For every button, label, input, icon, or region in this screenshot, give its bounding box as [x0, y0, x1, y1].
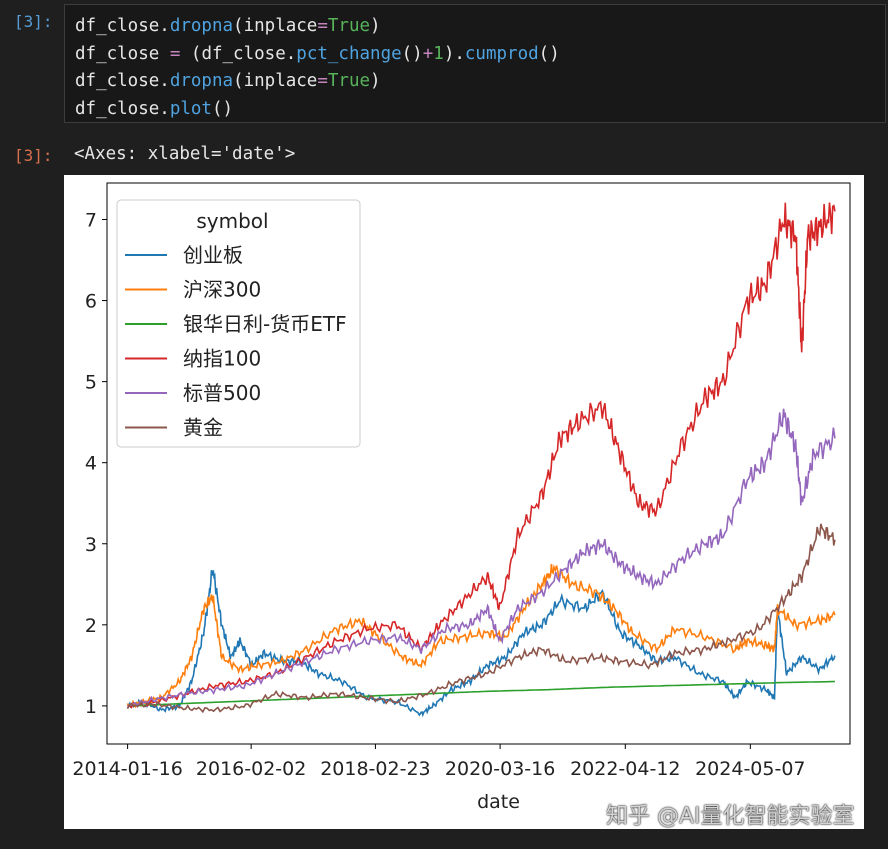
legend-title: symbol [196, 209, 268, 233]
x-tick-label: 2024-05-07 [695, 758, 805, 780]
input-prompt: [3]: [14, 12, 53, 31]
code-token: ) [370, 16, 381, 36]
code-token: = [317, 16, 328, 36]
y-tick-label: 2 [85, 615, 97, 637]
code-token: ). [443, 43, 465, 64]
code-token: df_close [75, 43, 170, 64]
series-line [126, 523, 836, 714]
watermark: 知乎 @AI量化智能实验室 [606, 804, 855, 829]
code-token: plot [169, 98, 212, 119]
code-token: = [169, 43, 181, 64]
line-chart: 1 2 3 4 5 6 7 2014-01-16 2016-02-02 2018-02-23 202… [72, 182, 851, 813]
y-tick-label: 1 [85, 696, 97, 718]
code-token: dropna [169, 16, 234, 36]
axes-frame [106, 182, 851, 745]
y-tick-label: 5 [85, 372, 97, 394]
code-editor[interactable]: df_close.dropna(inplace=True) df_close = … [75, 13, 560, 123]
code-token: () [538, 43, 560, 64]
x-tick-label: 2014-01-16 [72, 758, 182, 780]
code-token: () [211, 98, 234, 119]
code-token: pct_change [296, 43, 402, 64]
output-repr: <Axes: xlabel='date'> [74, 144, 296, 164]
code-token: = [317, 71, 328, 91]
legend-entry: 银华日利-货币ETF [183, 312, 347, 336]
series-line [126, 408, 836, 709]
series-line [126, 563, 836, 709]
code-token: (inplace [233, 71, 318, 91]
code-token: 1 [433, 43, 444, 64]
code-token: True [327, 71, 371, 91]
series-line [127, 570, 836, 718]
x-tick-label: 2022-04-12 [570, 758, 680, 780]
code-line: df_close.dropna(inplace=True) [75, 13, 560, 41]
code-token: df_close. [75, 16, 170, 36]
legend-entry: 黄金 [183, 416, 223, 440]
code-token: cumprod [464, 43, 539, 64]
plot-figure: 1 2 3 4 5 6 7 2014-01-16 2016-02-02 2018-02-23 202… [64, 175, 864, 829]
legend-entry: 创业板 [183, 243, 243, 267]
x-tick-label: 2016-02-02 [196, 758, 306, 780]
code-token: True [327, 16, 371, 36]
code-line: df_close = (df_close.pct_change()+1).cum… [75, 41, 560, 69]
legend-entry: 沪深300 [183, 278, 261, 302]
code-line: df_close.dropna(inplace=True) [75, 68, 560, 96]
code-token: dropna [169, 71, 234, 91]
code-token: (df_close. [180, 43, 297, 64]
code-token: () [401, 43, 423, 64]
legend-entry: 纳指100 [183, 347, 261, 371]
x-tick-label: 2018-02-23 [320, 758, 430, 780]
output-prompt: [3]: [14, 146, 53, 165]
legend-entry: 标普500 [183, 381, 261, 405]
code-token: + [422, 43, 434, 64]
code-token: (inplace [233, 16, 318, 36]
code-token: df_close. [75, 71, 170, 91]
y-tick-label: 7 [85, 209, 97, 231]
x-axis-label: date [477, 791, 520, 813]
code-cell[interactable]: df_close.dropna(inplace=True) df_close = … [64, 4, 886, 123]
code-token: df_close. [75, 98, 170, 119]
x-tick-label: 2020-03-16 [445, 758, 555, 780]
legend-box [116, 199, 361, 448]
series-line [127, 680, 835, 707]
code-line: df_close.plot() [75, 96, 560, 124]
y-tick-label: 4 [85, 453, 97, 475]
code-token: ) [370, 71, 381, 91]
y-tick-label: 6 [85, 291, 97, 313]
series-line [127, 202, 836, 709]
y-tick-label: 3 [85, 534, 97, 556]
